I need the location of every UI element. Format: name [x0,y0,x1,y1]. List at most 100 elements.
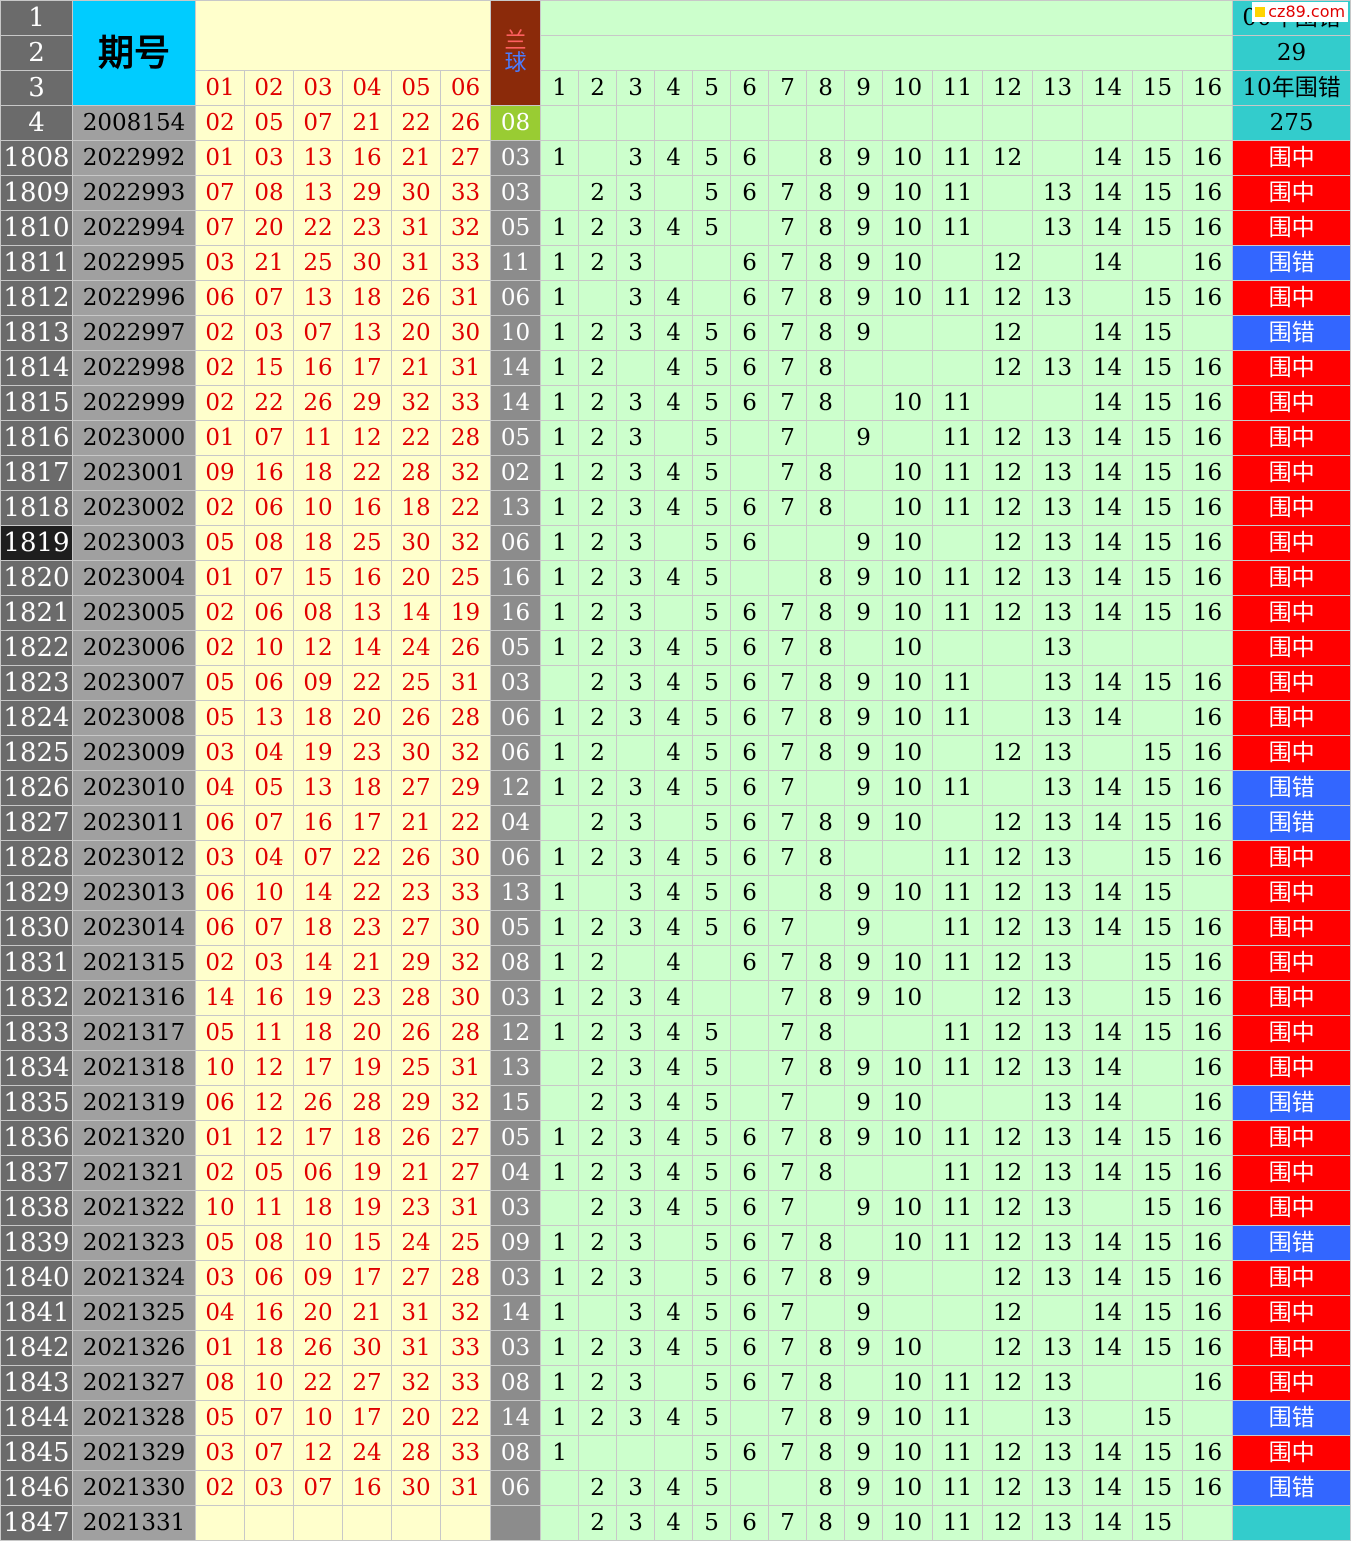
grid-cell[interactable]: 15 [1132,945,1184,981]
grid-cell[interactable]: 12 [982,280,1034,316]
blue-ball-cell[interactable]: 13 [490,490,542,526]
grid-cell[interactable]: 9 [844,210,884,246]
grid-cell[interactable]: 3 [616,700,656,736]
red-ball-cell[interactable]: 22 [244,385,294,421]
grid-cell[interactable]: 9 [844,1050,884,1086]
grid-cell[interactable]: 12 [982,1470,1034,1506]
grid-cell[interactable]: 8 [806,1365,846,1401]
red-ball-cell[interactable]: 03 [195,735,245,771]
red-ball-cell[interactable]: 19 [342,1190,392,1226]
grid-cell[interactable]: 16 [1182,1015,1234,1051]
grid-cell[interactable]: 3 [616,560,656,596]
grid-cell[interactable]: 16 [1182,1050,1234,1086]
row-number[interactable]: 1822 [0,630,73,666]
grid-cell[interactable] [768,560,808,596]
red-ball-cell[interactable]: 16 [342,490,392,526]
red-ball-cell[interactable]: 07 [195,210,245,246]
grid-cell[interactable]: 12 [982,525,1034,561]
grid-cell[interactable] [730,105,770,141]
grid-cell[interactable]: 5 [692,1190,732,1226]
red-ball-cell[interactable] [244,1505,294,1541]
grid-cell[interactable]: 4 [654,1330,694,1366]
grid-cell[interactable]: 16 [1182,350,1234,386]
red-ball-cell[interactable]: 01 [195,1330,245,1366]
grid-cell[interactable]: 6 [730,1365,770,1401]
grid-cell[interactable]: 15 [1132,1015,1184,1051]
grid-cell[interactable]: 9 [844,875,884,911]
grid-cell[interactable] [982,175,1034,211]
grid-cell[interactable]: 6 [730,1225,770,1261]
red-ball-cell[interactable]: 18 [293,700,343,736]
grid-cell[interactable]: 1 [540,455,580,491]
red-ball-cell[interactable]: 04 [195,1295,245,1331]
red-ball-cell[interactable]: 07 [244,1435,294,1471]
blue-ball-cell[interactable]: 13 [490,875,542,911]
issue-number[interactable]: 2022996 [72,280,196,316]
grid-cell[interactable]: 9 [844,665,884,701]
grid-cell[interactable]: 4 [654,455,694,491]
row-number[interactable]: 1816 [0,420,73,456]
grid-cell[interactable] [540,1470,580,1506]
red-ball-cell[interactable]: 05 [195,1400,245,1436]
grid-cell[interactable]: 6 [730,735,770,771]
grid-cell[interactable]: 1 [540,140,580,176]
red-ball-cell[interactable]: 17 [293,1120,343,1156]
red-ball-cell[interactable]: 18 [293,455,343,491]
red-ball-cell[interactable]: 25 [342,525,392,561]
result-badge[interactable]: 围中 [1232,140,1351,176]
red-ball-cell[interactable]: 11 [293,420,343,456]
grid-cell[interactable] [844,385,884,421]
grid-cell[interactable]: 7 [768,700,808,736]
grid-cell[interactable]: 16 [1182,1470,1234,1506]
grid-cell[interactable]: 9 [844,805,884,841]
grid-cell[interactable]: 4 [654,315,694,351]
grid-cell[interactable]: 6 [730,805,770,841]
grid-cell[interactable]: 16 [1182,1085,1234,1121]
grid-cell[interactable] [1082,1365,1134,1401]
grid-cell[interactable]: 2 [578,805,618,841]
red-ball-cell[interactable]: 26 [391,1120,441,1156]
grid-cell[interactable]: 13 [1032,560,1084,596]
red-ball-cell[interactable]: 29 [342,385,392,421]
issue-number[interactable]: 2023007 [72,665,196,701]
red-ball-cell[interactable]: 05 [195,700,245,736]
grid-cell[interactable]: 12 [982,1120,1034,1156]
issue-number[interactable]: 2021323 [72,1225,196,1261]
result-badge[interactable]: 围错 [1232,1085,1351,1121]
red-ball-cell[interactable]: 32 [439,735,492,771]
grid-cell[interactable]: 15 [1132,280,1184,316]
grid-cell[interactable]: 6 [730,665,770,701]
red-ball-cell[interactable]: 16 [293,350,343,386]
grid-cell[interactable]: 11 [932,945,984,981]
grid-cell[interactable] [982,1400,1034,1436]
red-ball-cell[interactable]: 10 [195,1190,245,1226]
grid-cell[interactable] [932,735,984,771]
grid-cell[interactable]: 2 [578,665,618,701]
red-ball-cell[interactable]: 28 [342,1085,392,1121]
grid-cell[interactable]: 15 [1132,1505,1184,1541]
red-ball-cell[interactable]: 33 [439,1365,492,1401]
grid-cell[interactable] [806,1190,846,1226]
red-ball-cell[interactable]: 08 [244,525,294,561]
red-ball-cell[interactable]: 13 [342,595,392,631]
red-ball-cell[interactable]: 20 [342,1015,392,1051]
issue-number[interactable]: 2022997 [72,315,196,351]
red-ball-cell[interactable]: 21 [391,805,441,841]
red-ball-cell[interactable]: 23 [391,875,441,911]
grid-cell[interactable]: 13 [1032,1400,1084,1436]
red-ball-cell[interactable]: 22 [342,665,392,701]
reference-issue[interactable]: 2008154 [72,105,196,141]
grid-cell[interactable]: 8 [806,875,846,911]
grid-cell[interactable]: 15 [1132,595,1184,631]
grid-cell[interactable]: 7 [768,665,808,701]
red-ball-cell[interactable]: 09 [293,1260,343,1296]
grid-cell[interactable]: 5 [692,875,732,911]
grid-cell[interactable]: 8 [806,1050,846,1086]
grid-cell[interactable]: 5 [692,140,732,176]
grid-cell[interactable]: 16 [1182,175,1234,211]
grid-cell[interactable] [578,875,618,911]
red-ball-cell[interactable]: 02 [195,350,245,386]
grid-cell[interactable]: 5 [692,1435,732,1471]
grid-cell[interactable]: 11 [932,1015,984,1051]
grid-cell[interactable] [806,105,846,141]
